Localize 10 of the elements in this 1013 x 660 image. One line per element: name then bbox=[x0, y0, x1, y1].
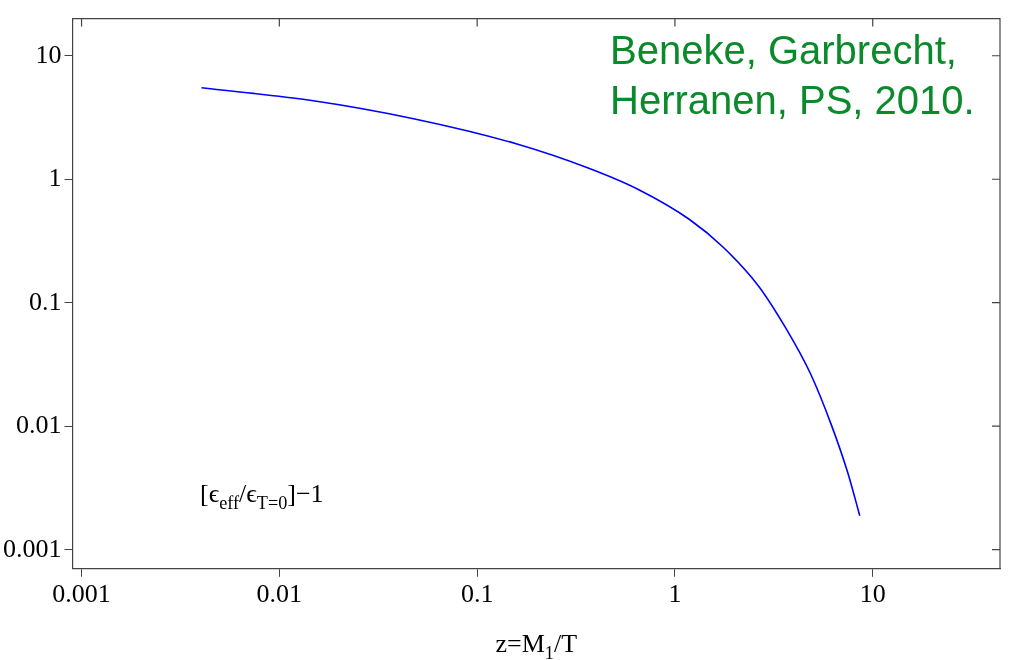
y-tick-label: 0.001 bbox=[3, 533, 62, 563]
x-tick-label: 0.01 bbox=[256, 579, 303, 609]
y-tick-label: 1 bbox=[48, 163, 62, 193]
x-tick-label: 10 bbox=[859, 579, 886, 609]
x-tick-label: 1 bbox=[668, 579, 682, 609]
annotation: Beneke, Garbrecht, Herranen, PS, 2010. bbox=[610, 28, 975, 122]
y-tick-label: 0.1 bbox=[29, 286, 62, 316]
y-tick-label: 0.01 bbox=[16, 410, 62, 440]
x-tick-label: 0.1 bbox=[460, 579, 494, 609]
y-tick-label: 10 bbox=[35, 39, 62, 69]
